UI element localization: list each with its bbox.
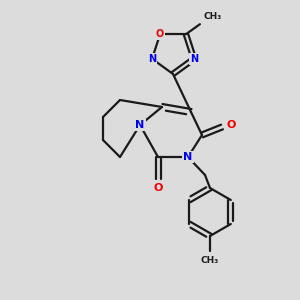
- Text: CH₃: CH₃: [204, 12, 222, 21]
- Text: CH₃: CH₃: [201, 256, 219, 265]
- Text: N: N: [148, 54, 156, 64]
- Text: N: N: [190, 54, 198, 64]
- Text: O: O: [153, 183, 163, 193]
- Text: N: N: [135, 120, 145, 130]
- Text: O: O: [156, 29, 164, 39]
- Text: O: O: [226, 120, 236, 130]
- Text: N: N: [183, 152, 193, 162]
